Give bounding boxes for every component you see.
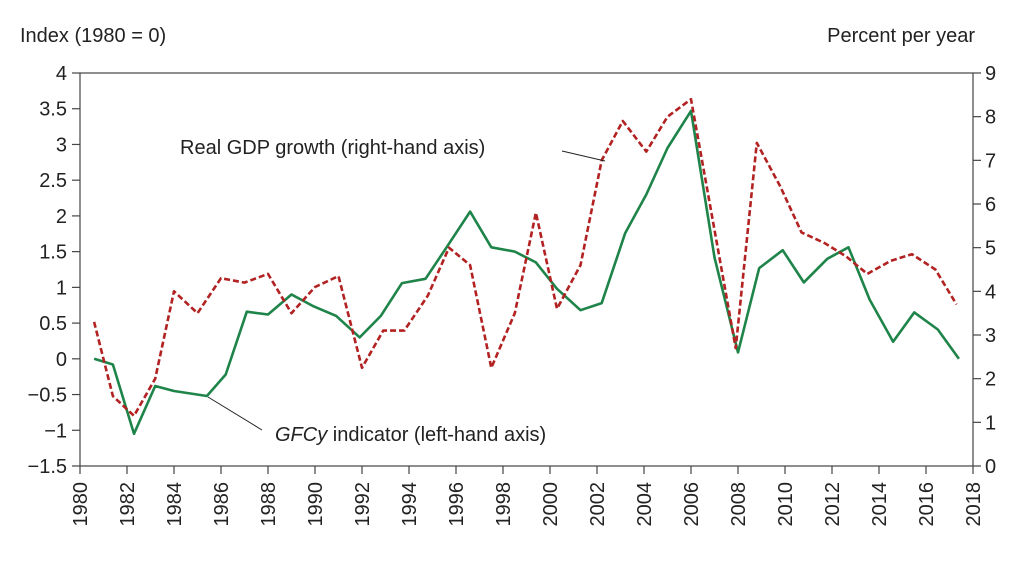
real-gdp-growth-line [92, 97, 958, 418]
right-tick-label: 5 [985, 238, 996, 260]
annotation-gdp-label: Real GDP growth (right-hand axis) [180, 137, 485, 159]
x-tick-label: 1992 [352, 482, 374, 527]
right-tick-label: 0 [985, 456, 996, 478]
gfcy-indicator-line [93, 109, 960, 436]
left-tick-label: −1 [44, 420, 67, 442]
annotation-gdp: Real GDP growth (right-hand axis) [180, 137, 606, 162]
x-tick-label: 2002 [587, 482, 609, 527]
x-tick-label: 2016 [916, 482, 938, 527]
left-tick-label: 2 [56, 206, 67, 228]
x-tick-label: 1996 [446, 482, 468, 527]
x-tick-label: 1994 [399, 482, 421, 527]
left-axis-ticks: 4 3.5 3 2.5 2 1.5 1 0.5 0 −0.5 −1 −1.5 [28, 63, 80, 478]
right-tick-label: 7 [985, 150, 996, 172]
left-tick-label: 3 [56, 134, 67, 156]
x-tick-label: 1986 [211, 482, 233, 527]
right-tick-label: 3 [985, 325, 996, 347]
x-tick-label: 2014 [869, 482, 891, 527]
x-tick-label: 2004 [634, 482, 656, 527]
right-axis-title: Percent per year [827, 25, 975, 47]
plot-frame [79, 72, 974, 467]
annotation-gfcy-italic: GFCy [275, 424, 328, 446]
left-tick-label: −0.5 [28, 385, 67, 407]
right-tick-label: 9 [985, 63, 996, 85]
x-tick-label: 2000 [540, 482, 562, 527]
x-tick-label: 1982 [117, 482, 139, 527]
right-tick-label: 6 [985, 194, 996, 216]
left-tick-label: 1 [56, 277, 67, 299]
x-tick-label: 2018 [963, 482, 985, 527]
annotation-gfcy-rest: indicator (left-hand axis) [327, 424, 546, 446]
x-tick-label: 2012 [822, 482, 844, 527]
left-tick-label: 0 [56, 349, 67, 371]
left-tick-label: 2.5 [39, 170, 67, 192]
plot-area [79, 72, 974, 467]
left-tick-label: 4 [56, 63, 67, 85]
x-tick-label: 1990 [305, 482, 327, 527]
x-tick-label: 2008 [728, 482, 750, 527]
x-tick-label: 1998 [493, 482, 515, 527]
left-tick-label: 0.5 [39, 313, 67, 335]
x-tick-label: 1988 [258, 482, 280, 527]
left-tick-label: −1.5 [28, 456, 67, 478]
x-tick-label: 1980 [70, 482, 92, 527]
right-tick-label: 2 [985, 369, 996, 391]
x-tick-label: 2010 [775, 482, 797, 527]
annotation-gfcy: GFCy indicator (left-hand axis) [207, 396, 546, 446]
annotation-gfcy-label: GFCy indicator (left-hand axis) [275, 424, 546, 446]
right-tick-label: 4 [985, 281, 996, 303]
annotation-gdp-leader [561, 150, 606, 162]
left-tick-label: 3.5 [39, 99, 67, 121]
annotation-gfcy-leader [207, 396, 263, 431]
x-tick-label: 2006 [681, 482, 703, 527]
left-tick-label: 1.5 [39, 242, 67, 264]
series-layer [92, 97, 960, 436]
right-axis-ticks: 9 8 7 6 5 4 3 2 1 0 [973, 63, 996, 478]
x-axis-ticks: 1980 1982 1984 1986 1988 1990 1992 1994 1996 1998… [70, 466, 985, 527]
right-tick-label: 8 [985, 107, 996, 129]
x-tick-label: 1984 [164, 482, 186, 527]
right-tick-label: 1 [985, 412, 996, 434]
left-axis-title: Index (1980 = 0) [20, 25, 166, 47]
